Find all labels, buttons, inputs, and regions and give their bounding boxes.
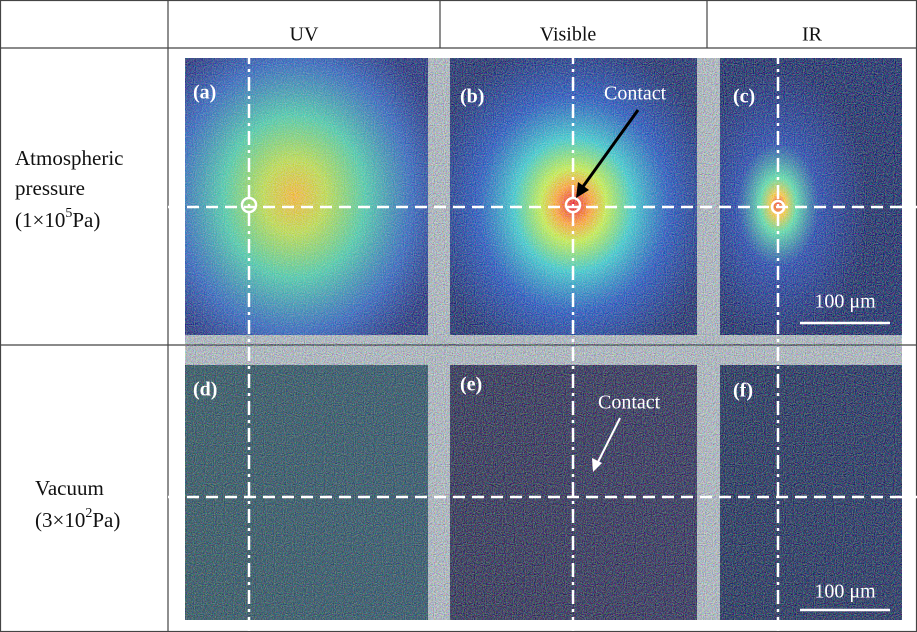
scale-bar-label: 100 μm [814, 581, 876, 603]
row-condition: (1×105Pa) [15, 206, 100, 232]
row-condition: (3×102Pa) [35, 506, 120, 532]
image-d [185, 365, 428, 620]
panel-label: (f) [733, 380, 753, 402]
row-label: pressure [15, 176, 85, 200]
column-header: Visible [540, 24, 597, 46]
annotation: Contact [604, 83, 667, 105]
figure: UV Visible IR Atmospheric pressure (1×10… [0, 0, 917, 632]
cond-exponent: 2 [85, 506, 92, 521]
panel-label: (c) [733, 86, 755, 108]
image-a [185, 58, 428, 335]
row-label: Vacuum [35, 476, 104, 500]
panel-label: (a) [193, 82, 216, 104]
column-header: UV [290, 24, 319, 46]
scale-bar-label: 100 μm [814, 291, 876, 313]
images [185, 58, 902, 620]
page: {"table":{"columns":["UV","Visible","IR"… [0, 0, 917, 632]
row-label: Atmospheric [15, 146, 123, 170]
cond-unit: Pa) [72, 208, 100, 232]
panel-label: (d) [193, 379, 217, 401]
column-header: IR [802, 24, 823, 46]
panel-label: (e) [460, 374, 482, 396]
panel-label: (b) [460, 86, 484, 108]
cond-unit: Pa) [92, 508, 120, 532]
annotation: Contact [598, 392, 661, 414]
cond-exponent: 5 [65, 206, 72, 221]
cond-base: (3×10 [35, 508, 85, 532]
cond-base: (1×10 [15, 208, 65, 232]
